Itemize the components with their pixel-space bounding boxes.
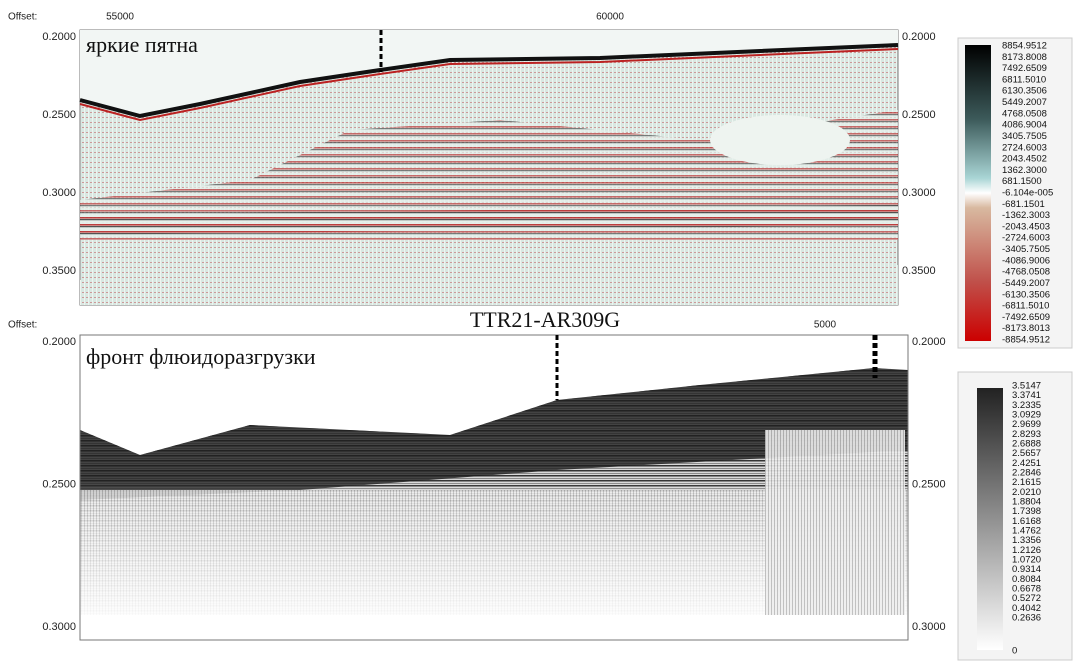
y-tick-label: 0.3000	[912, 621, 946, 633]
colorbar-label: -7492.6509	[1002, 312, 1050, 323]
x-tick-label: 55000	[106, 12, 134, 23]
y-tick-label: 0.3000	[42, 187, 76, 199]
colorbar-label: -6.104e-005	[1002, 188, 1053, 199]
y-tick-label: 0.2000	[912, 336, 946, 348]
colorbar-label: 4768.0508	[1002, 108, 1047, 119]
colorbar-label: 2724.6003	[1002, 142, 1047, 153]
colorbar-label: -1362.3003	[1002, 210, 1050, 221]
colorbar-label: 0.2636	[1012, 613, 1041, 624]
colorbar-label: 4086.9004	[1002, 120, 1047, 131]
annotation: фронт флюидоразгрузки	[86, 344, 316, 369]
colorbar-label: -2043.4503	[1002, 221, 1050, 232]
colorbar-label: 0	[1012, 646, 1017, 657]
seismic-bottom	[80, 335, 908, 640]
x-tick-label: 5000	[814, 320, 837, 331]
y-tick-label: 0.2500	[42, 109, 76, 121]
colorbar-label: 6811.5010	[1002, 74, 1046, 85]
y-tick-label: 0.2000	[42, 31, 76, 43]
y-tick-label: 0.3000	[902, 187, 936, 199]
colorbar-label: 1362.3000	[1002, 165, 1047, 176]
colorbar-label: 2043.4502	[1002, 154, 1047, 165]
colorbar-label: -8173.8013	[1002, 323, 1050, 334]
colorbar-label: -681.1501	[1002, 199, 1045, 210]
y-tick-label: 0.3500	[902, 265, 936, 277]
colorbar-label: 6130.3506	[1002, 86, 1047, 97]
colorbar	[977, 388, 1003, 650]
colorbar-label: -3405.7505	[1002, 244, 1050, 255]
colorbar-label: 8854.9512	[1002, 41, 1047, 52]
seismic-top	[80, 30, 898, 305]
colorbar-label: -4768.0508	[1002, 267, 1050, 278]
colorbar-label: -4086.9006	[1002, 255, 1050, 266]
y-tick-label: 0.2500	[42, 478, 76, 490]
colorbar-label: -6130.3506	[1002, 289, 1050, 300]
offset-label: Offset:	[8, 320, 37, 331]
annotation: яркие пятна	[86, 32, 198, 57]
profile-title: TTR21-AR309G	[470, 307, 620, 332]
y-tick-label: 0.3500	[42, 265, 76, 277]
y-tick-label: 0.2500	[902, 109, 936, 121]
colorbar-label: 3405.7505	[1002, 131, 1047, 142]
x-tick-label: 60000	[596, 12, 624, 23]
colorbar-label: -6811.5010	[1002, 301, 1049, 312]
colorbar	[965, 45, 991, 341]
figure: яркие пятна Offset: TTR21-AR309G фронт ф…	[0, 0, 1073, 662]
colorbar-label: 681.1500	[1002, 176, 1042, 187]
colorbar-label: -8854.9512	[1002, 335, 1050, 346]
colorbar-label: -5449.2007	[1002, 278, 1050, 289]
offset-label: Offset:	[8, 12, 37, 23]
y-tick-label: 0.3000	[42, 621, 76, 633]
y-tick-label: 0.2000	[42, 336, 76, 348]
colorbar-label: 7492.6509	[1002, 63, 1047, 74]
colorbar-label: 5449.2007	[1002, 97, 1047, 108]
colorbar-label: -2724.6003	[1002, 233, 1050, 244]
y-tick-label: 0.2000	[902, 31, 936, 43]
colorbar-label: 8173.8008	[1002, 52, 1047, 63]
y-tick-label: 0.2500	[912, 478, 946, 490]
